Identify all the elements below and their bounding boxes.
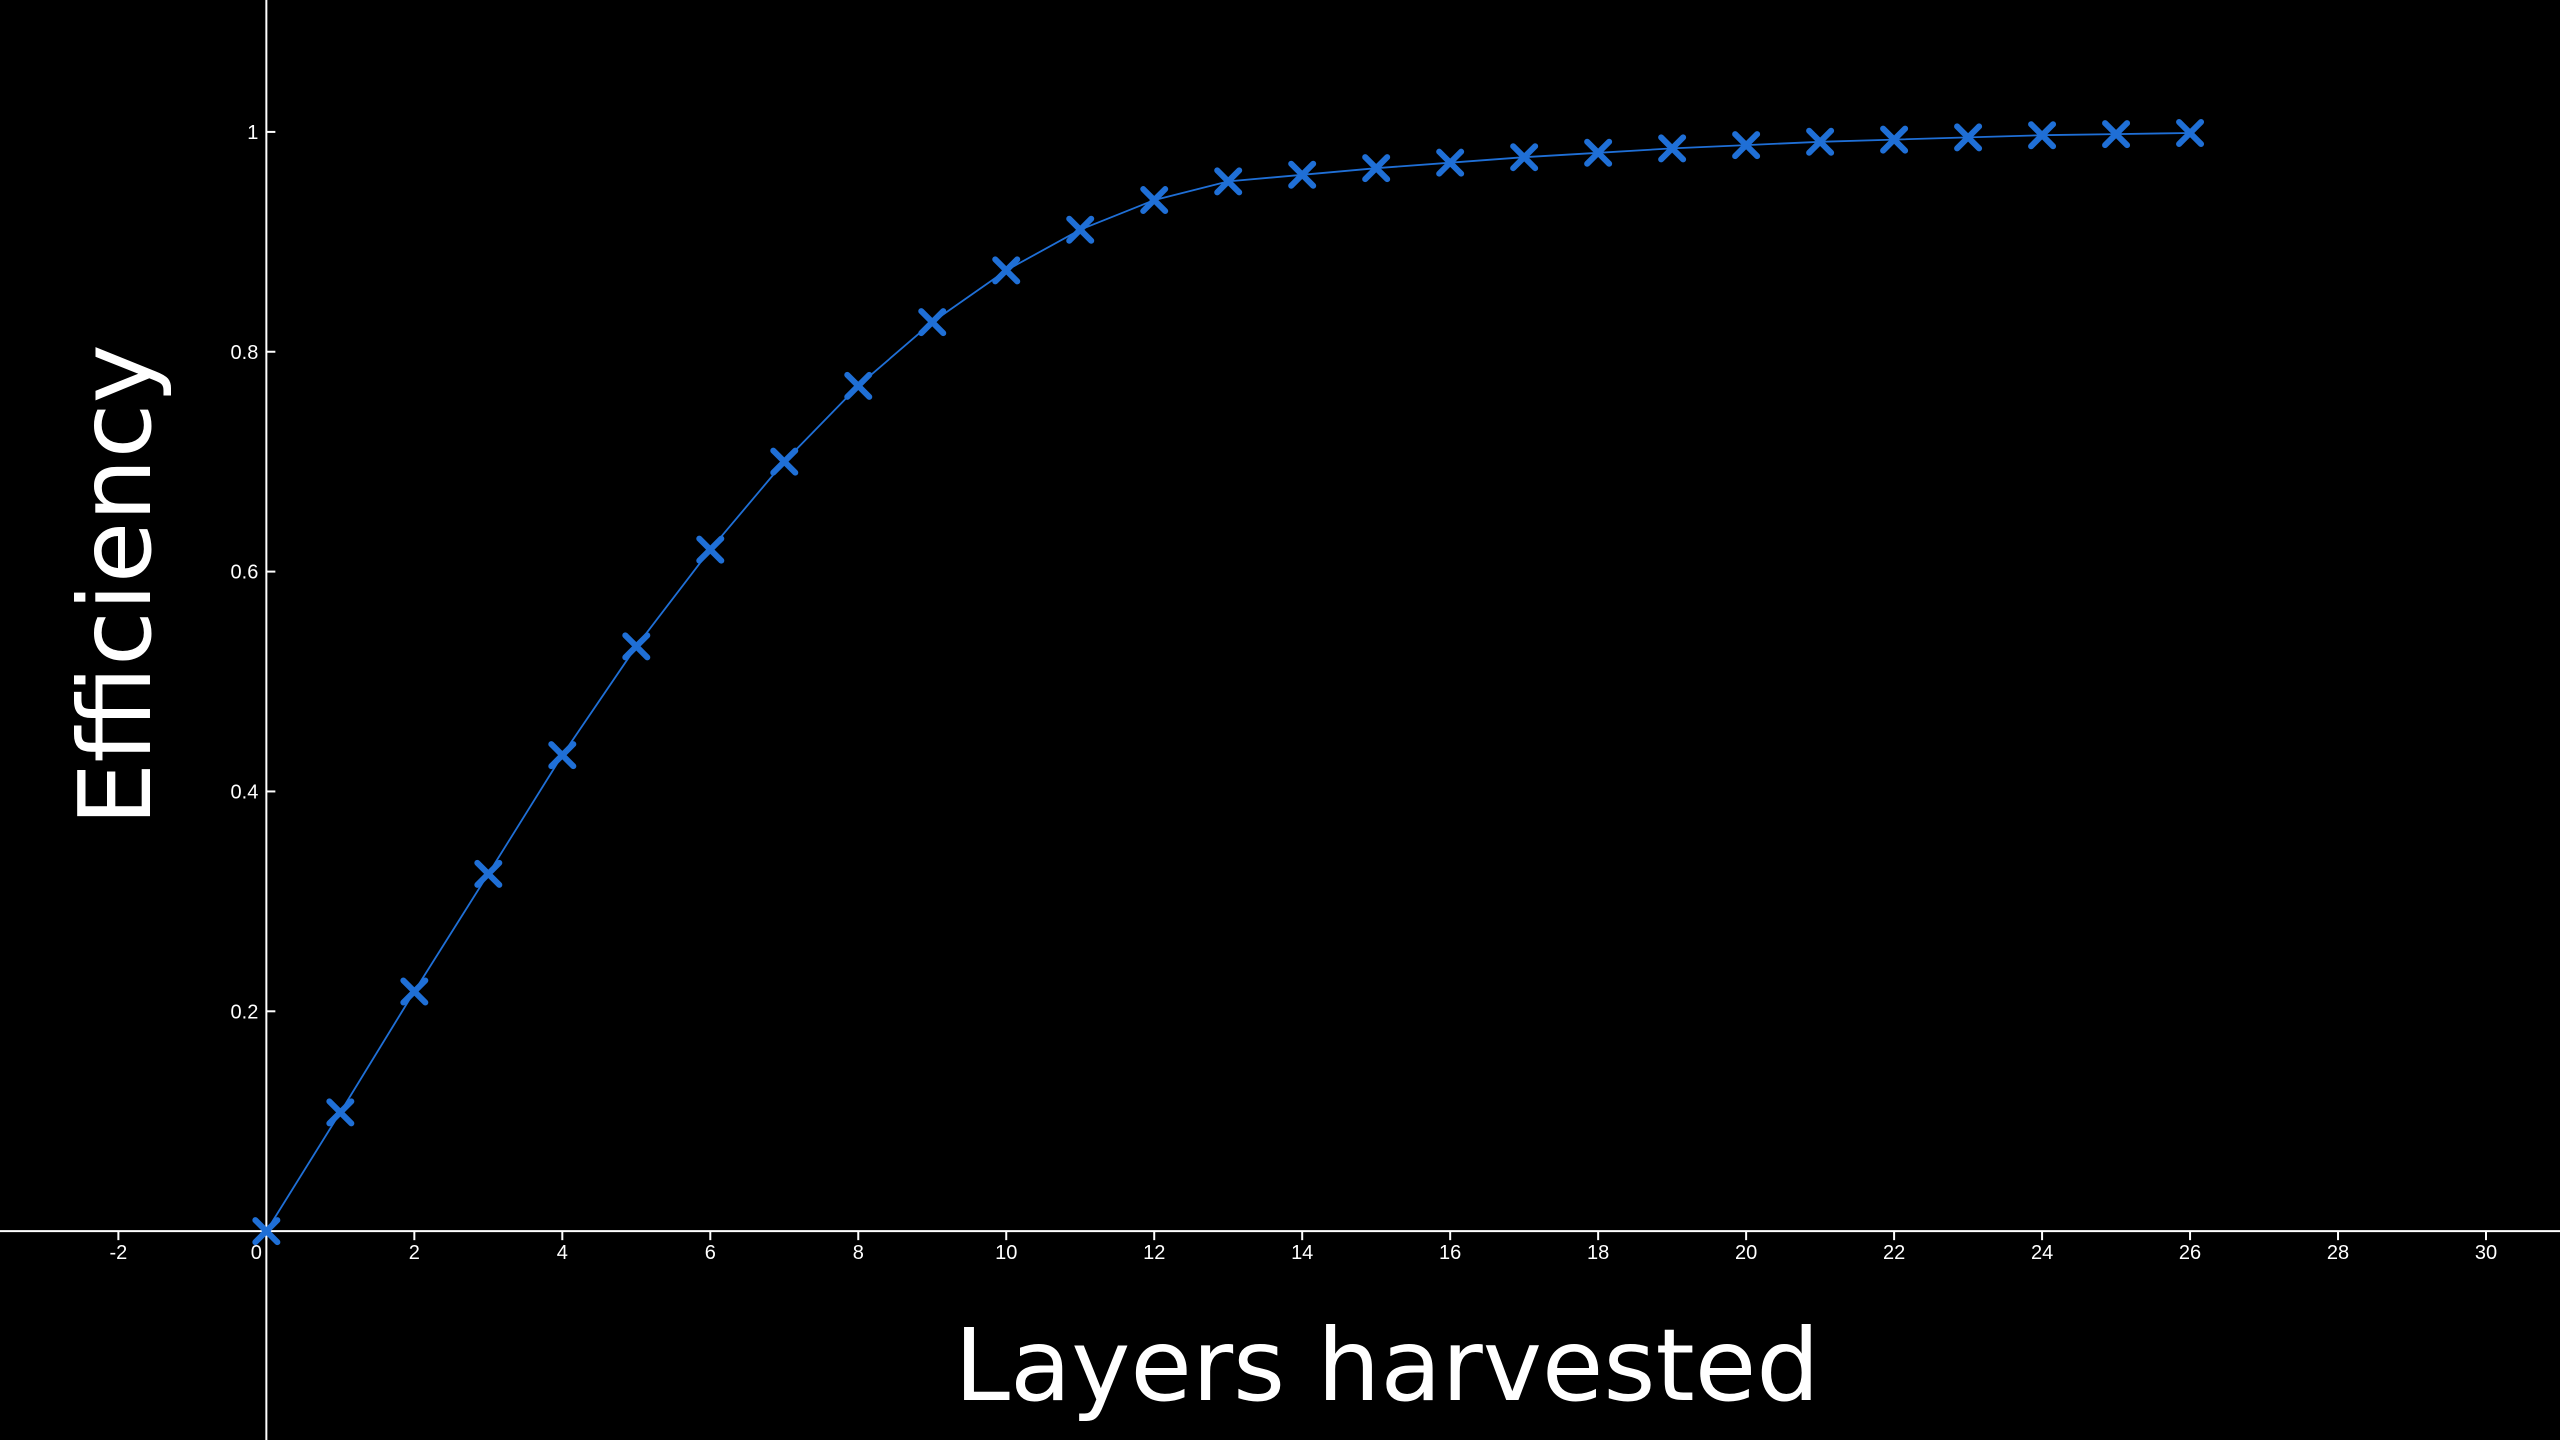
data-point — [548, 741, 577, 770]
data-point — [400, 977, 429, 1006]
data-point — [622, 632, 651, 661]
data-point — [1288, 160, 1317, 189]
data-point — [1140, 186, 1169, 215]
data-point — [918, 308, 947, 337]
data-point — [2176, 119, 2205, 148]
x-tick-label: 30 — [2475, 1242, 2497, 1264]
data-point — [992, 256, 1021, 285]
data-point — [1806, 127, 1835, 156]
x-tick-label: 18 — [1587, 1242, 1609, 1264]
x-tick-label: 8 — [853, 1242, 864, 1264]
x-tick-label: 24 — [2031, 1242, 2053, 1264]
data-point — [1732, 131, 1761, 160]
data-point — [474, 859, 503, 888]
data-point — [1954, 123, 1983, 152]
data-point — [770, 447, 799, 476]
y-tick-label: 1 — [247, 122, 258, 144]
data-point — [252, 1217, 281, 1246]
series-efficiency — [252, 119, 2205, 1246]
x-tick-label: 6 — [705, 1242, 716, 1264]
data-point — [1658, 134, 1687, 163]
data-point — [2028, 121, 2057, 150]
x-tick-label: 14 — [1291, 1242, 1313, 1264]
x-tick-label: -2 — [109, 1242, 127, 1264]
data-point — [326, 1098, 355, 1127]
data-point — [1584, 138, 1613, 167]
y-tick-label: 0.4 — [231, 781, 259, 803]
x-tick-label: 22 — [1883, 1242, 1905, 1264]
x-tick-label: 20 — [1735, 1242, 1757, 1264]
y-axis-title: Efficiency — [57, 344, 174, 826]
data-point — [1214, 167, 1243, 196]
data-point — [1362, 154, 1391, 183]
y-tick-label: 0.8 — [231, 342, 259, 364]
x-axis-title: Layers harvested — [954, 1307, 1819, 1424]
y-tick-label: 0.6 — [231, 562, 259, 584]
x-tick-label: 12 — [1143, 1242, 1165, 1264]
x-tick-label: 28 — [2327, 1242, 2349, 1264]
x-tick-label: 4 — [557, 1242, 568, 1264]
x-axis-ticks: -2 0 2 4 6 8 10 12 14 16 18 20 22 24 26 28 30 — [109, 1231, 2497, 1264]
data-point — [844, 371, 873, 400]
data-point — [1066, 215, 1095, 244]
data-point — [2102, 120, 2131, 149]
x-tick-label: 16 — [1439, 1242, 1461, 1264]
y-tick-label: 0.2 — [231, 1001, 259, 1023]
data-point — [1510, 143, 1539, 172]
x-tick-label: 10 — [995, 1242, 1017, 1264]
data-point — [1880, 125, 1909, 154]
data-point — [1436, 148, 1465, 177]
x-tick-label: 26 — [2179, 1242, 2201, 1264]
data-point — [696, 535, 725, 564]
y-axis-ticks: 0.2 0.4 0.6 0.8 1 — [231, 122, 276, 1023]
x-tick-label: 2 — [409, 1242, 420, 1264]
x-tick-label: 0 — [251, 1242, 262, 1264]
